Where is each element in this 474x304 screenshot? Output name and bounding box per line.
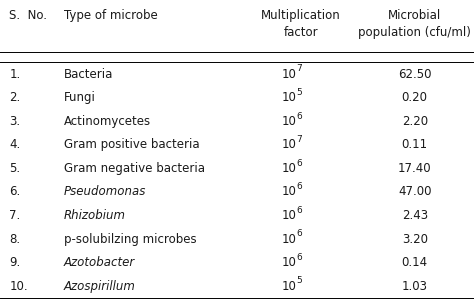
Text: 6: 6	[296, 159, 302, 168]
Text: 5.: 5.	[9, 162, 20, 175]
Text: p-solubilzing microbes: p-solubilzing microbes	[64, 233, 197, 246]
Text: 8.: 8.	[9, 233, 20, 246]
Text: 6: 6	[296, 253, 302, 262]
Text: Azospirillum: Azospirillum	[64, 280, 136, 293]
Text: 47.00: 47.00	[398, 185, 431, 199]
Text: Actinomycetes: Actinomycetes	[64, 115, 151, 128]
Text: 6: 6	[296, 182, 302, 191]
Text: 7: 7	[296, 64, 302, 74]
Text: 62.50: 62.50	[398, 67, 431, 81]
Text: Azotobacter: Azotobacter	[64, 256, 135, 269]
Text: 6: 6	[296, 112, 302, 121]
Text: 4.: 4.	[9, 138, 21, 151]
Text: 10: 10	[282, 138, 296, 151]
Text: 10.: 10.	[9, 280, 28, 293]
Text: 2.43: 2.43	[401, 209, 428, 222]
Text: 10: 10	[282, 209, 296, 222]
Text: 5: 5	[296, 88, 302, 97]
Text: Fungi: Fungi	[64, 91, 96, 104]
Text: 6: 6	[296, 229, 302, 238]
Text: Pseudomonas: Pseudomonas	[64, 185, 146, 199]
Text: Rhizobium: Rhizobium	[64, 209, 126, 222]
Text: Multiplication
factor: Multiplication factor	[261, 9, 341, 39]
Text: 0.20: 0.20	[402, 91, 428, 104]
Text: 10: 10	[282, 67, 296, 81]
Text: 10: 10	[282, 115, 296, 128]
Text: Bacteria: Bacteria	[64, 67, 113, 81]
Text: 10: 10	[282, 256, 296, 269]
Text: Type of microbe: Type of microbe	[64, 9, 158, 22]
Text: Gram positive bacteria: Gram positive bacteria	[64, 138, 200, 151]
Text: 10: 10	[282, 233, 296, 246]
Text: 2.20: 2.20	[401, 115, 428, 128]
Text: 7.: 7.	[9, 209, 21, 222]
Text: 1.: 1.	[9, 67, 21, 81]
Text: 2.: 2.	[9, 91, 21, 104]
Text: 10: 10	[282, 162, 296, 175]
Text: 6: 6	[296, 206, 302, 215]
Text: 3.20: 3.20	[402, 233, 428, 246]
Text: 0.14: 0.14	[401, 256, 428, 269]
Text: 0.11: 0.11	[401, 138, 428, 151]
Text: 17.40: 17.40	[398, 162, 431, 175]
Text: 3.: 3.	[9, 115, 20, 128]
Text: 5: 5	[296, 276, 302, 285]
Text: 6.: 6.	[9, 185, 21, 199]
Text: 9.: 9.	[9, 256, 21, 269]
Text: 1.03: 1.03	[402, 280, 428, 293]
Text: 10: 10	[282, 185, 296, 199]
Text: S.  No.: S. No.	[9, 9, 47, 22]
Text: Gram negative bacteria: Gram negative bacteria	[64, 162, 205, 175]
Text: Microbial
population (cfu/ml): Microbial population (cfu/ml)	[358, 9, 471, 39]
Text: 7: 7	[296, 135, 302, 144]
Text: 10: 10	[282, 91, 296, 104]
Text: 10: 10	[282, 280, 296, 293]
